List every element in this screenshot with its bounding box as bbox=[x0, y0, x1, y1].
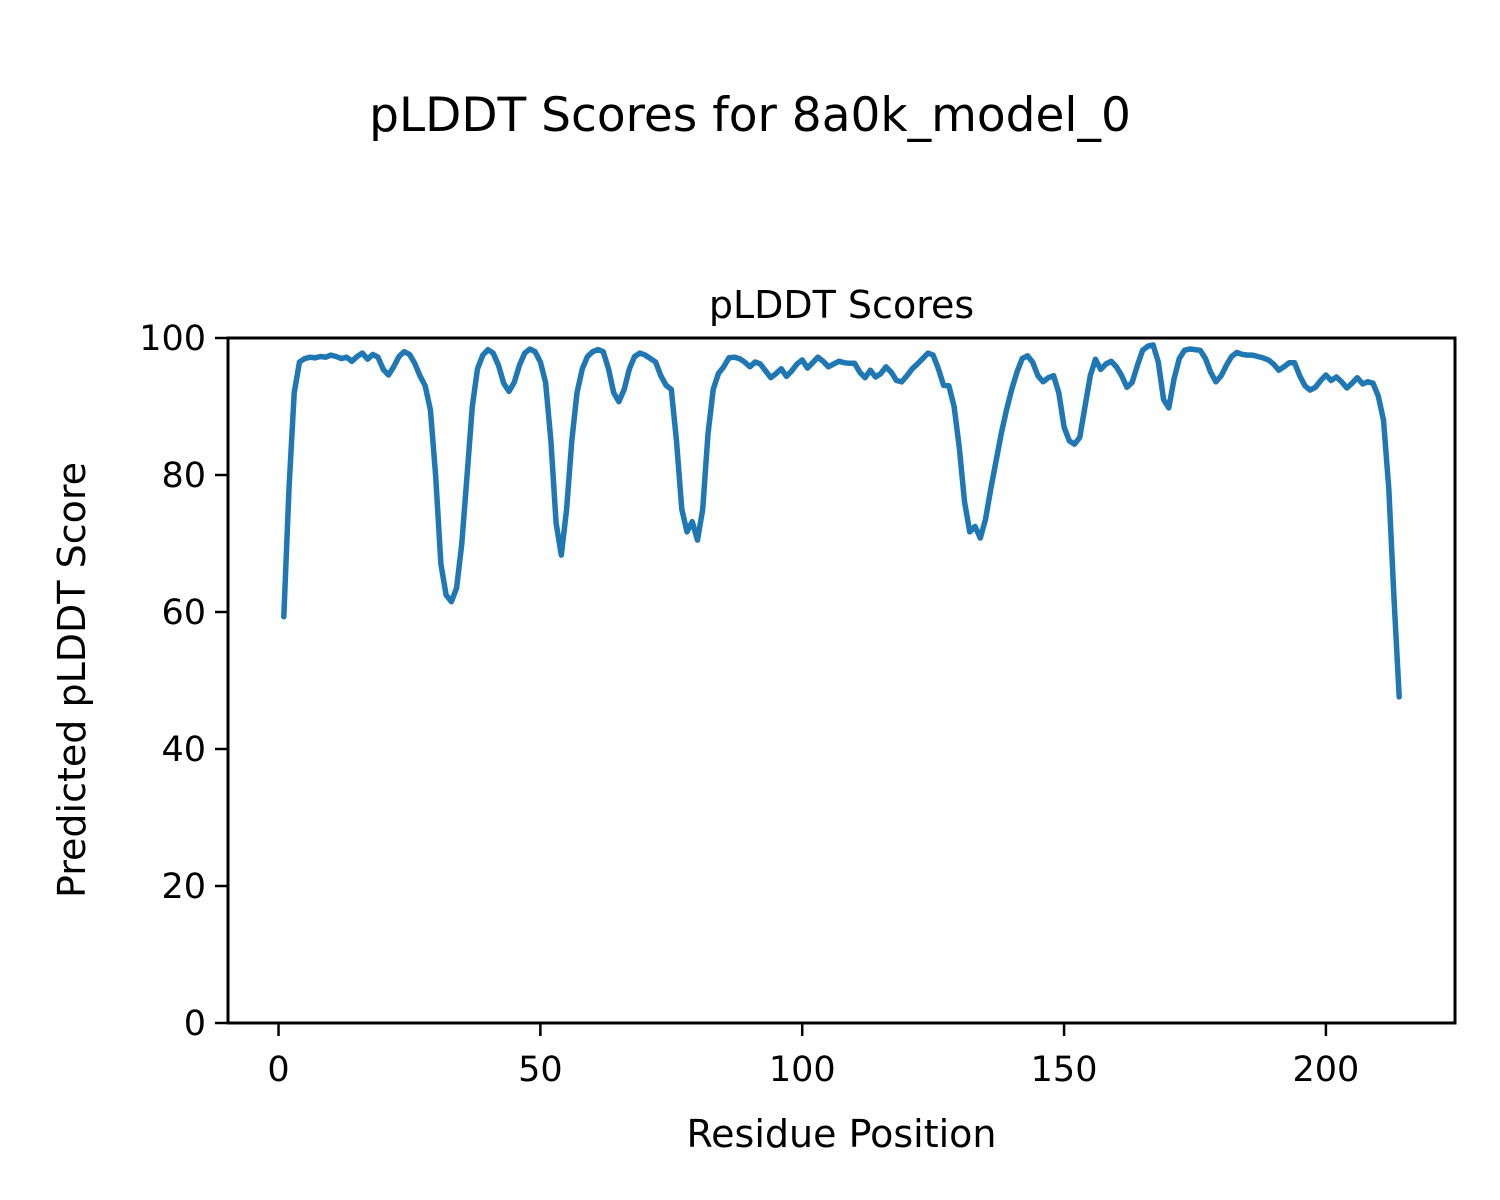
x-tick-label: 150 bbox=[1031, 1050, 1098, 1090]
y-tick-label: 40 bbox=[161, 730, 206, 770]
axes-title: pLDDT Scores bbox=[708, 283, 975, 327]
y-tick-label: 0 bbox=[184, 1004, 206, 1044]
x-tick-label: 100 bbox=[769, 1050, 836, 1090]
figure-title: pLDDT Scores for 8a0k_model_0 bbox=[369, 88, 1131, 143]
x-tick-label: 200 bbox=[1293, 1050, 1360, 1090]
x-tick-label: 0 bbox=[267, 1050, 289, 1090]
y-tick-label: 20 bbox=[161, 867, 206, 907]
axes-spines bbox=[226, 336, 1457, 1025]
x-tick-label: 50 bbox=[518, 1050, 563, 1090]
plddt-line bbox=[281, 342, 1402, 700]
y-tick-label: 60 bbox=[161, 593, 206, 633]
y-tick-label: 80 bbox=[161, 456, 206, 496]
y-tick-label: 100 bbox=[139, 319, 206, 359]
x-axis-label: Residue Position bbox=[686, 1112, 997, 1156]
